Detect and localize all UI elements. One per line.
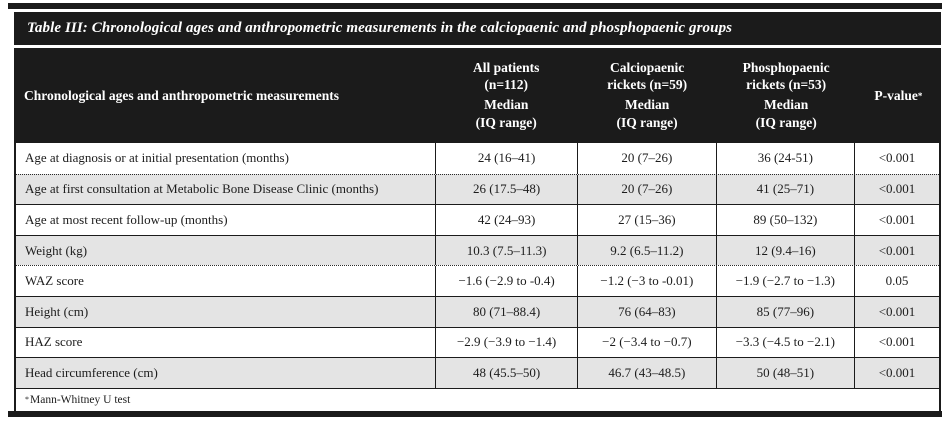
cell-pvalue: <0.001 — [854, 143, 939, 174]
cell-calciopaenic: −1.2 (−3 to -0.01) — [577, 266, 715, 296]
header-line: Median — [624, 97, 670, 113]
header-line: rickets (n=53) — [746, 77, 827, 93]
cell-phosphopaenic: 89 (50–132) — [715, 205, 854, 235]
table: Chronological ages and anthropometric me… — [14, 48, 941, 411]
header-line: rickets (n=59) — [607, 77, 688, 93]
table-footnote: * Mann-Whitney U test — [16, 387, 939, 411]
cell-all-patients: 24 (16–41) — [435, 143, 577, 174]
cell-all-patients: −2.9 (−3.9 to −1.4) — [435, 327, 577, 358]
table-row: HAZ score −2.9 (−3.9 to −1.4) −2 (−3.4 t… — [16, 326, 939, 358]
header-line: Median — [484, 97, 529, 113]
row-label: Age at first consultation at Metabolic B… — [25, 181, 379, 197]
cell-phosphopaenic: 36 (24-51) — [715, 143, 854, 174]
header-group-name: Phosphopaenic rickets (n=53) — [719, 59, 854, 94]
header-line: Phosphopaenic — [742, 60, 830, 75]
pvalue-asterisk: * — [917, 90, 923, 101]
cell-phosphopaenic: −3.3 (−4.5 to −2.1) — [715, 327, 854, 358]
cell-phosphopaenic: 50 (48–51) — [715, 358, 854, 388]
cell-calciopaenic: 9.2 (6.5–11.2) — [577, 235, 715, 266]
header-group-name: Calciopaenic rickets (n=59) — [580, 59, 715, 94]
row-label: Weight (kg) — [25, 242, 88, 258]
cell-pvalue: <0.001 — [854, 296, 939, 327]
table-row: Weight (kg) 10.3 (7.5–11.3) 9.2 (6.5–11.… — [16, 234, 939, 266]
cell-all-patients: 26 (17.5–48) — [435, 174, 577, 205]
cell-all-patients: 80 (71–88.4) — [435, 296, 577, 327]
footnote-asterisk: * — [25, 395, 29, 405]
row-label: Age at diagnosis or at initial presentat… — [25, 150, 289, 166]
row-label: WAZ score — [25, 273, 84, 289]
top-rule — [8, 3, 942, 9]
header-line: (IQ range) — [755, 114, 817, 130]
header-line: (IQ range) — [616, 114, 678, 130]
cell-calciopaenic: 20 (7–26) — [577, 174, 715, 205]
cell-pvalue: <0.001 — [854, 358, 939, 388]
table-row: Age at diagnosis or at initial presentat… — [16, 143, 939, 174]
cell-pvalue: <0.001 — [854, 174, 939, 205]
row-label: HAZ score — [25, 334, 83, 350]
bottom-rule — [8, 411, 942, 417]
cell-calciopaenic: −2 (−3.4 to −0.7) — [577, 327, 715, 358]
cell-all-patients: 42 (24–93) — [435, 205, 577, 235]
header-line: (n=112) — [484, 77, 529, 93]
cell-phosphopaenic: −1.9 (−2.7 to −1.3) — [715, 266, 854, 296]
table-row: Height (cm) 80 (71–88.4) 76 (64–83) 85 (… — [16, 295, 939, 327]
cell-phosphopaenic: 85 (77–96) — [715, 296, 854, 327]
row-label: Height (cm) — [25, 303, 89, 319]
pvalue-label: P-value — [874, 87, 918, 103]
header-group-stat: Median (IQ range) — [437, 96, 576, 131]
header-line: (IQ range) — [475, 114, 537, 130]
header-col-calciopaenic: Calciopaenic rickets (n=59) Median (IQ r… — [578, 48, 717, 143]
cell-all-patients: 10.3 (7.5–11.3) — [435, 235, 577, 266]
cell-phosphopaenic: 41 (25–71) — [715, 174, 854, 205]
cell-pvalue: <0.001 — [854, 205, 939, 235]
table-body: Age at diagnosis or at initial presentat… — [14, 143, 941, 411]
header-col-all-patients: All patients (n=112) Median (IQ range) — [435, 48, 578, 143]
row-label: Head circumference (cm) — [25, 364, 158, 380]
footnote-text: Mann-Whitney U test — [30, 393, 131, 406]
cell-all-patients: −1.6 (−2.9 to -0.4) — [435, 266, 577, 296]
table-title-bar: Table III: Chronological ages and anthro… — [14, 12, 941, 45]
header-group-name: All patients (n=112) — [437, 59, 576, 94]
header-col-phosphopaenic: Phosphopaenic rickets (n=53) Median (IQ … — [717, 48, 856, 143]
header-line: All patients — [473, 60, 540, 75]
cell-pvalue: <0.001 — [854, 327, 939, 358]
header-line: Median — [764, 97, 809, 113]
cell-calciopaenic: 46.7 (43–48.5) — [577, 358, 715, 388]
cell-calciopaenic: 20 (7–26) — [577, 143, 715, 174]
cell-phosphopaenic: 12 (9.4–16) — [715, 235, 854, 266]
header-row-label: Chronological ages and anthropometric me… — [24, 87, 339, 103]
cell-pvalue: 0.05 — [854, 266, 939, 296]
cell-all-patients: 48 (45.5–50) — [435, 358, 577, 388]
table-row: Age at most recent follow-up (months) 42… — [16, 204, 939, 235]
table-row: WAZ score −1.6 (−2.9 to -0.4) −1.2 (−3 t… — [16, 265, 939, 296]
header-line: Calciopaenic — [609, 60, 685, 75]
cell-calciopaenic: 27 (15–36) — [577, 205, 715, 235]
table-row: Head circumference (cm) 48 (45.5–50) 46.… — [16, 357, 939, 388]
header-group-stat: Median (IQ range) — [580, 96, 715, 131]
header-group-stat: Median (IQ range) — [719, 96, 854, 131]
row-label: Age at most recent follow-up (months) — [25, 211, 228, 227]
cell-pvalue: <0.001 — [854, 235, 939, 266]
table-header: Chronological ages and anthropometric me… — [14, 48, 941, 143]
cell-calciopaenic: 76 (64–83) — [577, 296, 715, 327]
header-col-pvalue: P-value * — [856, 48, 941, 143]
table-title: Table III: Chronological ages and anthro… — [27, 20, 733, 36]
table-row: Age at first consultation at Metabolic B… — [16, 173, 939, 205]
